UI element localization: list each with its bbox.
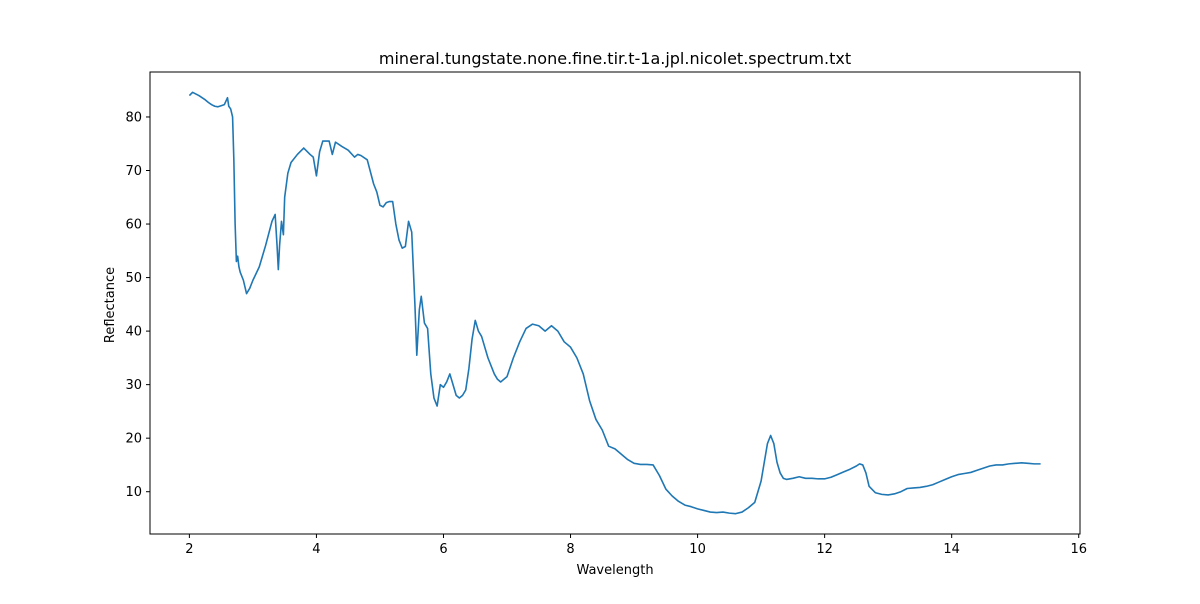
y-tick-label-50: 50 (125, 271, 142, 286)
chart-title: mineral.tungstate.none.fine.tir.t-1a.jpl… (379, 49, 851, 68)
x-axis-label: Wavelength (576, 563, 653, 578)
x-tick-label-14: 14 (943, 542, 960, 557)
y-tick-label-70: 70 (125, 164, 142, 179)
y-tick-label-40: 40 (125, 325, 142, 340)
y-axis-label: Reflectance (103, 267, 118, 343)
x-tick-label-16: 16 (1070, 542, 1087, 557)
spectrum-line-0 (188, 91, 1041, 515)
x-tick-label-2: 2 (185, 542, 193, 557)
y-tick-label-20: 20 (125, 432, 142, 447)
x-tick-label-12: 12 (816, 542, 833, 557)
x-tick-label-10: 10 (689, 542, 706, 557)
x-tick-label-4: 4 (312, 542, 320, 557)
x-tick-label-6: 6 (439, 542, 447, 557)
x-tick-label-8: 8 (566, 542, 574, 557)
y-tick-label-30: 30 (125, 378, 142, 393)
y-tick-label-60: 60 (125, 218, 142, 233)
y-tick-label-80: 80 (125, 110, 142, 125)
plot-area: 2 4 6 8 10 12 14 16 10 20 30 40 50 60 70 80 (125, 71, 1087, 557)
plot-frame (149, 71, 1081, 535)
y-tick-label-10: 10 (125, 485, 142, 500)
